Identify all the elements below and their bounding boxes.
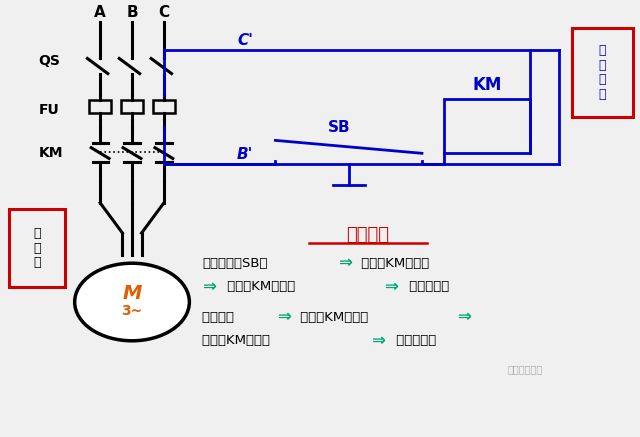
Text: A: A (94, 5, 106, 20)
Text: 按下按钮（SB）: 按下按钮（SB） (202, 257, 268, 270)
Text: 线圈（KM）断电: 线圈（KM）断电 (296, 311, 372, 323)
Bar (444, 100, 531, 153)
Text: SB: SB (328, 120, 351, 135)
Bar (153, 101, 175, 113)
Text: C': C' (237, 33, 253, 48)
Bar (121, 101, 143, 113)
Text: QS: QS (38, 54, 60, 68)
Text: B: B (126, 5, 138, 20)
Text: 电机转动；: 电机转动； (404, 281, 449, 293)
Text: 线圈（KM）通电: 线圈（KM）通电 (357, 257, 429, 270)
Text: B': B' (237, 147, 253, 162)
Text: 主
电
路: 主 电 路 (33, 227, 41, 269)
Text: 动作过程: 动作过程 (346, 226, 389, 244)
Text: ⇒: ⇒ (457, 308, 471, 326)
Bar (9, 209, 65, 287)
Text: 触头（KM）打开: 触头（KM）打开 (202, 334, 275, 347)
Text: C: C (158, 5, 170, 20)
Circle shape (75, 263, 189, 341)
Text: ⇒: ⇒ (202, 278, 216, 296)
Text: 3~: 3~ (122, 304, 143, 318)
Text: 按钮松开: 按钮松开 (202, 311, 238, 323)
Text: ⇒: ⇒ (371, 332, 385, 350)
Text: KM: KM (472, 76, 502, 94)
Text: ⇒: ⇒ (338, 254, 352, 272)
Bar (572, 28, 633, 117)
Text: 控
制
电
路: 控 制 电 路 (598, 44, 606, 101)
Text: FU: FU (38, 103, 59, 117)
Text: M: M (122, 284, 141, 303)
Bar (90, 101, 111, 113)
Text: ⇒: ⇒ (384, 278, 397, 296)
Text: 电机停转。: 电机停转。 (392, 334, 436, 347)
Text: 触头（KM）闭合: 触头（KM）闭合 (223, 281, 300, 293)
Text: KM: KM (38, 146, 63, 160)
Text: ⇒: ⇒ (276, 308, 291, 326)
Text: 机电电气学习: 机电电气学习 (508, 364, 543, 374)
